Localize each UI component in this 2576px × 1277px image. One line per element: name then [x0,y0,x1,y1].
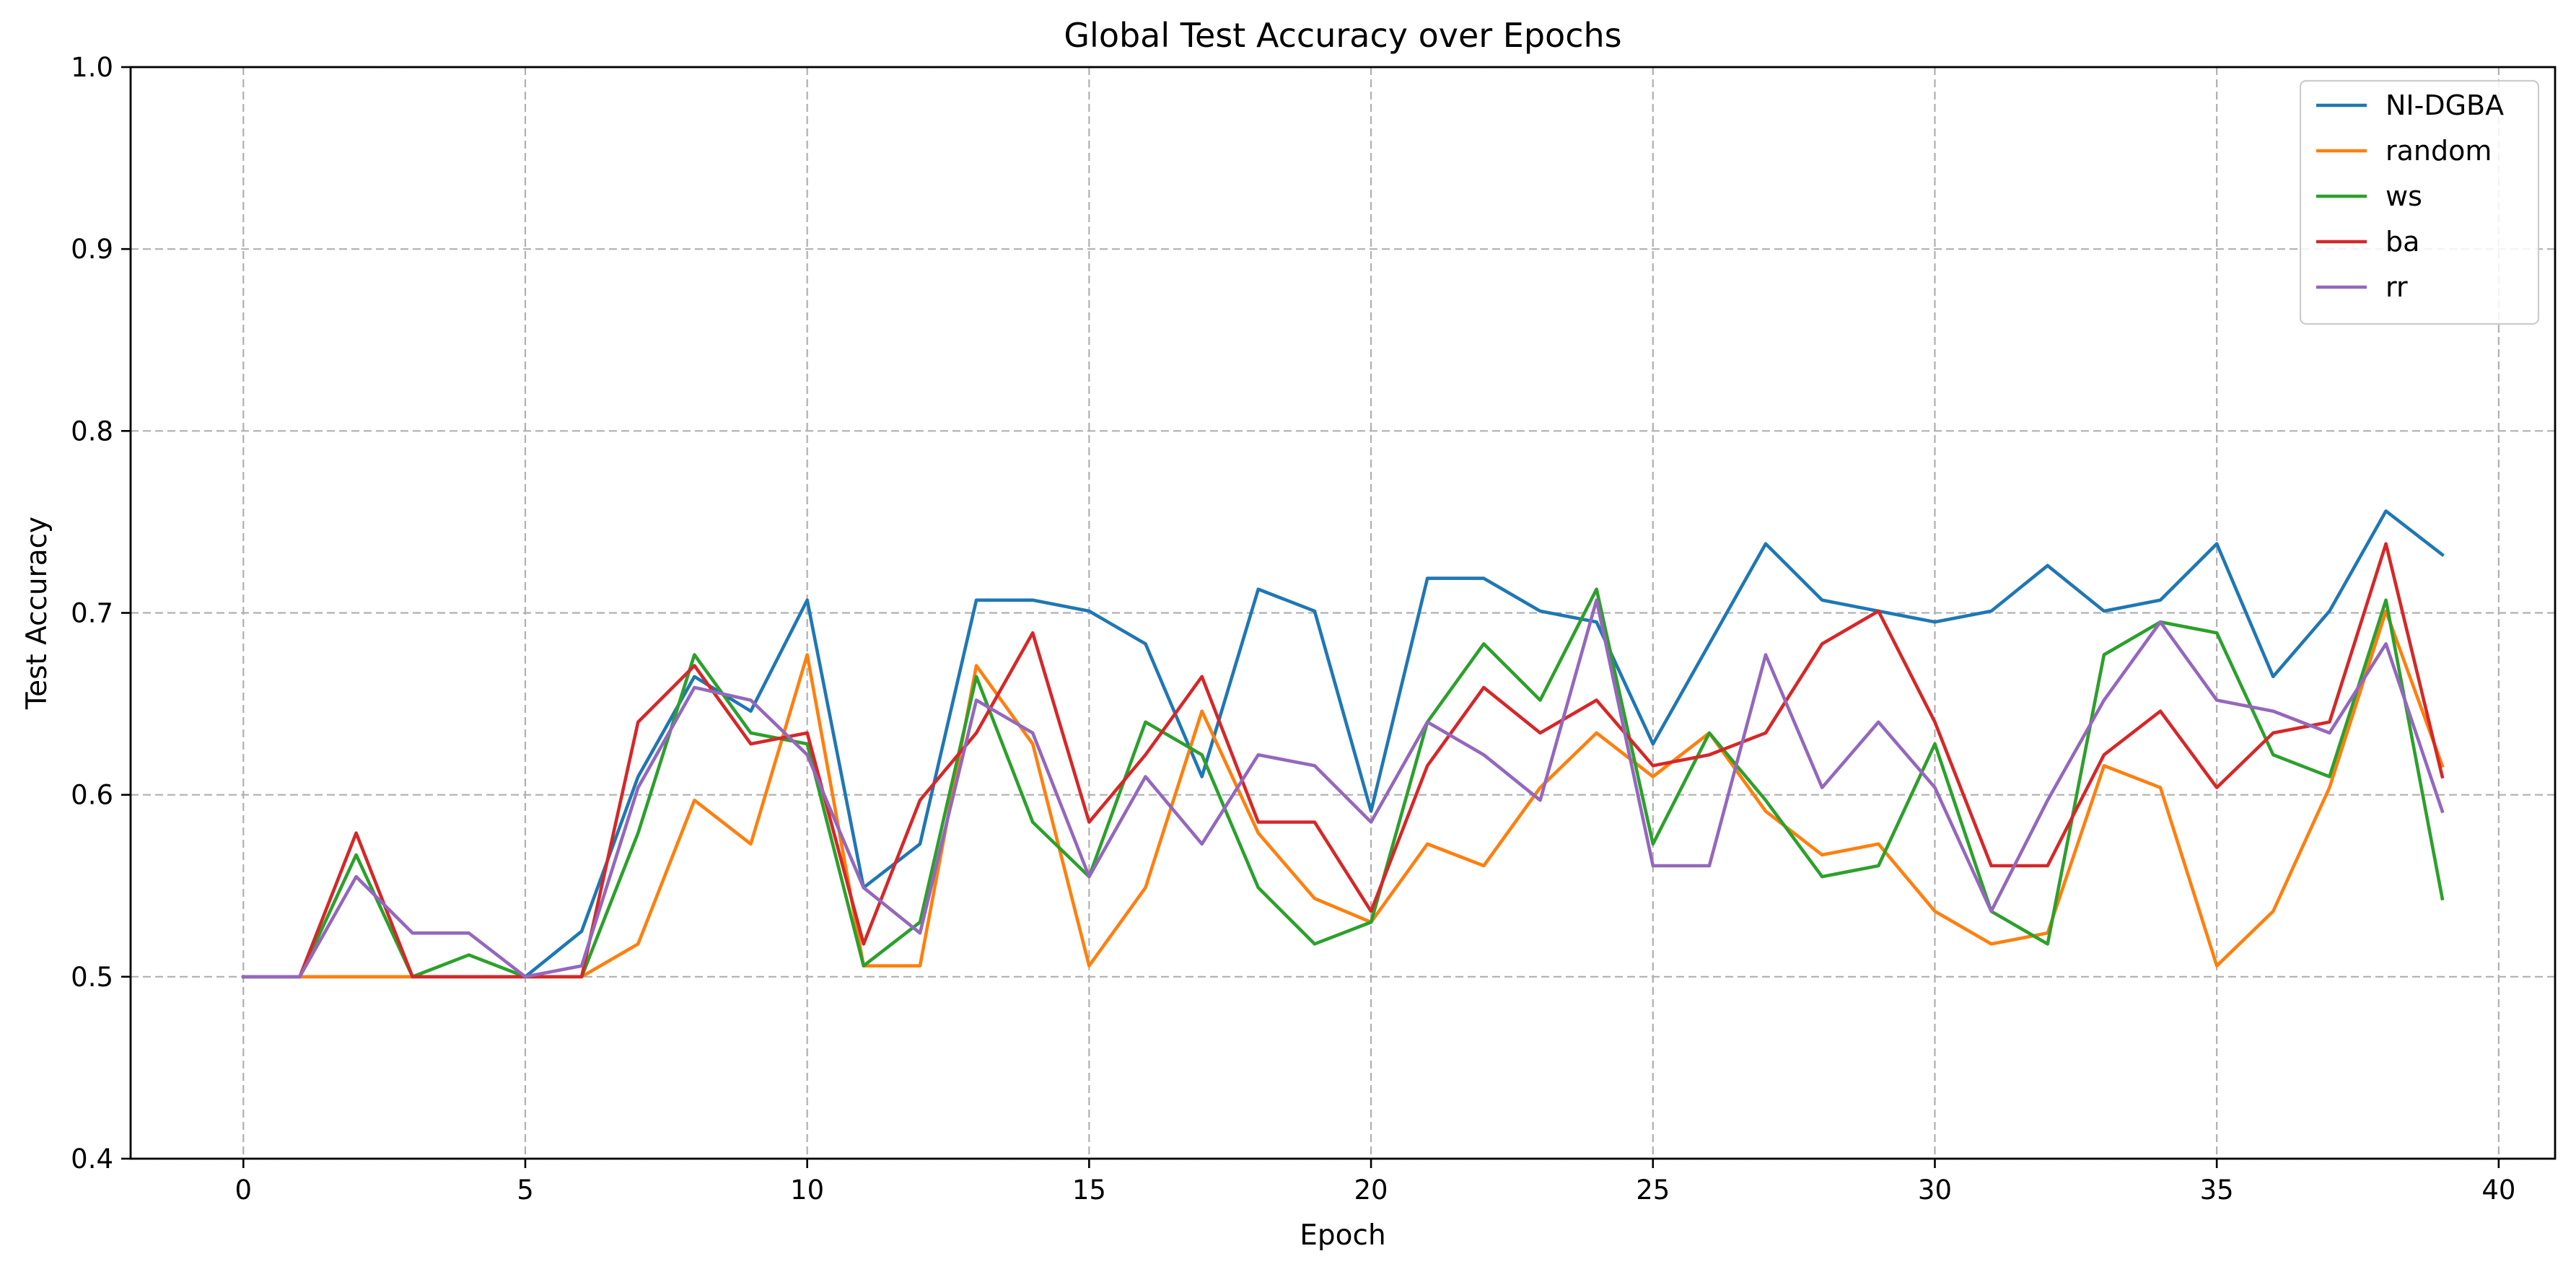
chart-title: Global Test Accuracy over Epochs [1064,16,1621,55]
legend-label-ba: ba [2386,226,2419,258]
x-tick-label: 20 [1354,1175,1388,1206]
y-tick-label: 0.7 [71,598,113,629]
legend: NI-DGBA random ws ba rr [2299,79,2540,325]
series-line-random [241,609,2445,979]
axis-ticks: 0 5 10 15 20 25 30 35 40 0.4 0.5 0.6 0.7 0.8 0.9 1.0 [71,52,2515,1206]
x-tick-label: 15 [1072,1175,1106,1206]
x-tick-label: 0 [235,1175,253,1206]
legend-label-random: random [2386,135,2492,167]
legend-label-rr: rr [2386,271,2408,303]
y-axis-label: Test Accuracy [21,517,53,710]
y-tick-label: 0.9 [71,234,113,265]
series-line-ws [241,587,2445,979]
x-tick-label: 40 [2481,1175,2515,1206]
x-tick-label: 10 [790,1175,824,1206]
y-tick-label: 0.8 [71,416,113,447]
x-tick-label: 25 [1636,1175,1670,1206]
legend-box [2299,79,2540,325]
x-axis-label: Epoch [1300,1219,1385,1252]
y-tick-label: 0.6 [71,780,113,811]
y-tick-label: 0.4 [71,1144,113,1175]
y-tick-label: 1.0 [71,52,113,83]
legend-label-ni-dgba: NI-DGBA [2386,89,2504,121]
series-line-rr [241,598,2445,979]
x-tick-label: 5 [517,1175,534,1206]
x-tick-label: 30 [1918,1175,1952,1206]
x-tick-label: 35 [2200,1175,2234,1206]
series-lines [241,509,2445,979]
legend-label-ws: ws [2386,180,2422,212]
y-tick-label: 0.5 [71,962,113,993]
series-line-ba [241,542,2445,979]
